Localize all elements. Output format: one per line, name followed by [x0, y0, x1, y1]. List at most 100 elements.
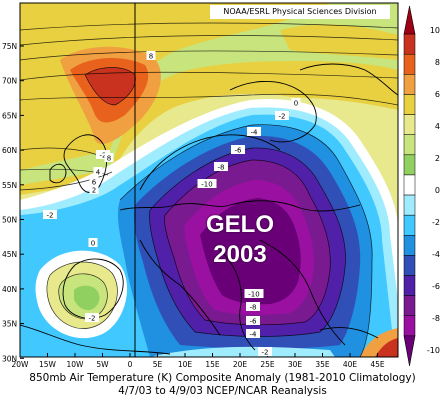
colorbar-label: -8 [432, 314, 440, 323]
latitude-axis: 75N 70N 65N 60N 55N 50N 45N 40N 35N 30N [2, 42, 24, 363]
contour-label: -2 [89, 315, 96, 323]
contour-label: -10 [248, 291, 259, 299]
lat-tick-label: 70N [2, 77, 17, 86]
colorbar-swatch [403, 33, 416, 55]
colorbar-cap-top [403, 5, 416, 35]
contour-label-bg [93, 167, 103, 176]
colorbar: 10 8 6 4 2 0 -2 -4 -6 -8 -10 [403, 5, 440, 367]
lat-tick-label: 35N [2, 320, 17, 329]
contour-label: -2 [279, 113, 286, 121]
colorbar-label: 0 [435, 186, 440, 195]
colorbar-swatch [403, 295, 416, 317]
colorbar-label: 8 [435, 58, 440, 67]
lat-tick-label: 75N [2, 42, 17, 51]
contour-label-bg [43, 210, 57, 219]
lat-tick-label: 55N [2, 181, 17, 190]
anomaly-field [20, 3, 398, 357]
contour-label-bg [85, 313, 99, 322]
colorbar-label: -10 [427, 346, 440, 355]
contour-label-bg [244, 289, 264, 298]
colorbar-label: 10 [430, 26, 440, 35]
contour-label: -8 [218, 164, 225, 172]
lon-tick-label: 25E [260, 360, 275, 369]
lon-tick-label: 10W [67, 360, 85, 369]
contour-label: -2 [100, 152, 107, 160]
lon-tick-label: 10E [178, 360, 193, 369]
lon-tick-label: 45E [370, 360, 385, 369]
contour-label: 0 [294, 100, 298, 108]
contour-label: 2 [92, 187, 96, 195]
contour-label-bg [246, 316, 260, 325]
contour-label-bg [89, 177, 99, 186]
contour-labels: 8 0 -2 -4 -6 -8 -10 -2 -10 -8 -6 -4 -2 -2 0 -2 4 6 8 2 [43, 51, 301, 357]
contour-label: 0 [91, 240, 95, 248]
caption-line1: 850mb Air Temperature (K) Composite Anom… [29, 372, 416, 384]
lon-tick-label: 40E [343, 360, 358, 369]
caption-line2: 4/7/03 to 4/9/03 NCEP/NCAR Reanalysis [118, 385, 327, 397]
contour-label: -2 [262, 349, 269, 357]
overlay-title: GELO 2003 [195, 210, 285, 270]
lon-tick-label: 30E [288, 360, 303, 369]
lon-tick-label: 15E [205, 360, 220, 369]
overlay-title-line2: 2003 [213, 241, 267, 268]
contour-label-bg [258, 347, 272, 356]
contour-label: -10 [201, 181, 212, 189]
contour-label: 6 [92, 179, 97, 187]
longitude-axis: 20W 15W 10W 5W 0 5E 10E 15E 20E 25E 30E 35E 40E 45E [12, 353, 385, 369]
contour-label-bg [146, 51, 156, 60]
contour-label-bg [88, 238, 98, 247]
colorbar-swatch [403, 255, 416, 276]
lat-tick-label: 30N [2, 354, 17, 363]
colorbar-swatch [403, 194, 416, 216]
colorbar-swatch [403, 315, 416, 337]
colorbar-swatch [403, 174, 416, 196]
contour-label-bg [104, 153, 114, 162]
colorbar-swatch [403, 94, 416, 115]
colorbar-label: 4 [435, 122, 440, 131]
lat-tick-label: 45N [2, 250, 17, 259]
colorbar-swatch [403, 114, 416, 135]
colorbar-swatch [403, 275, 416, 296]
colorbar-swatch [403, 53, 416, 75]
contour-label: -4 [251, 129, 259, 137]
contour-label-bg [214, 162, 228, 171]
contour-label: -2 [47, 212, 54, 220]
lat-tick-label: 40N [2, 285, 17, 294]
contour-label: -4 [250, 331, 258, 339]
contour-label: 8 [107, 155, 111, 163]
plot-frame [19, 2, 399, 358]
colorbar-swatch [403, 235, 416, 256]
lat-tick-label: 65N [2, 111, 17, 120]
contour-label: -6 [235, 147, 243, 155]
contour-label-bg [246, 329, 260, 338]
colorbar-swatch [403, 134, 416, 156]
credit-label: NOAA/ESRL Physical Sciences Division [210, 5, 390, 19]
lat-tick-label: 50N [2, 216, 17, 225]
contour-label-bg [96, 150, 110, 159]
lon-tick-label: 5W [96, 360, 109, 369]
colorbar-swatch [403, 214, 416, 236]
contour-label: -6 [250, 318, 258, 326]
colorbar-swatch [403, 154, 416, 176]
colorbar-label: 6 [435, 90, 440, 99]
contour-label: 8 [149, 53, 153, 61]
lon-tick-label: 20E [233, 360, 248, 369]
colorbar-swatch [403, 74, 416, 95]
contour-label-bg [231, 145, 245, 154]
colorbar-label: -4 [432, 250, 440, 259]
lat-tick-label: 60N [2, 146, 17, 155]
colorbar-label: 2 [435, 154, 440, 163]
colorbar-label: -6 [432, 282, 440, 291]
lon-tick-label: 35E [315, 360, 330, 369]
colorbar-label: -2 [432, 218, 440, 227]
lon-tick-label: 0 [128, 360, 133, 369]
lon-tick-label: 20W [12, 360, 30, 369]
overlay-title-line1: GELO [205, 211, 274, 238]
contour-label: -8 [250, 304, 257, 312]
contour-label-bg [89, 185, 99, 194]
contour-label-bg [246, 302, 260, 311]
contour-label-bg [275, 111, 289, 120]
contour-label-bg [291, 98, 301, 107]
lon-tick-label: 15W [39, 360, 57, 369]
